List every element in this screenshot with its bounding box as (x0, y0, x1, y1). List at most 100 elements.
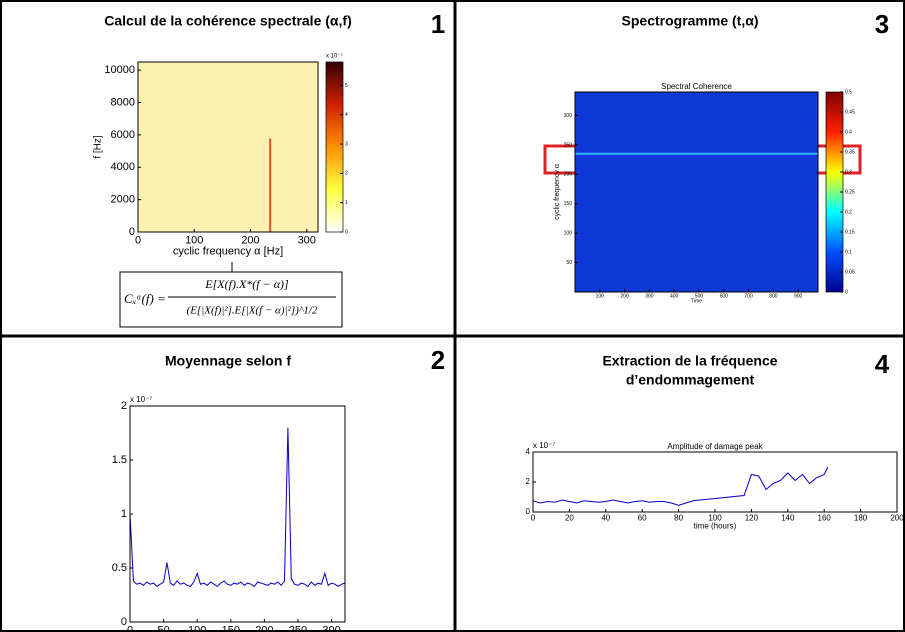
y-tick-label: 1 (121, 508, 127, 520)
colorbar (325, 61, 344, 233)
y-tick-label: 200 (564, 172, 573, 178)
y-tick-label: 50 (566, 260, 572, 266)
panel-number: 4 (875, 349, 890, 379)
axes-box (137, 61, 319, 233)
y-tick-label: 4000 (111, 161, 135, 173)
colorbar-label: 3 (345, 141, 348, 147)
chart-title: Amplitude of damage peak (667, 442, 763, 451)
line-series (532, 466, 829, 506)
axes-box (574, 91, 819, 293)
y-tick-label: 8000 (111, 96, 135, 108)
y-tick-label: 2000 (111, 194, 135, 206)
colorbar-label: 0.35 (845, 149, 855, 155)
y-tick-label: 0 (121, 616, 127, 628)
y-tick-label: 0.5 (112, 562, 127, 574)
y-exponent: x 10⁻⁷ (533, 441, 555, 450)
x-tick-label: 400 (670, 293, 679, 299)
x-axis-label: cyclic frequency α [Hz] (173, 246, 283, 258)
panel-title: Extraction de la fréquence (602, 353, 777, 369)
x-tick-label: 100 (188, 625, 206, 632)
x-tick-label: 180 (854, 514, 868, 523)
x-tick-label: 20 (565, 514, 574, 523)
x-tick-label: 0 (127, 625, 133, 632)
heatmap-field (575, 92, 818, 292)
y-tick-label: 4 (526, 447, 531, 456)
y-tick-label: 2 (121, 400, 127, 412)
x-tick-label: 0 (531, 514, 536, 523)
chart-title: Spectral Coherence (661, 82, 732, 91)
colorbar-label: 0.5 (845, 89, 852, 95)
colorbar-label: 0.4 (845, 129, 852, 135)
y-tick-label: 10000 (104, 64, 135, 76)
x-tick-label: 100 (596, 293, 605, 299)
y-exponent: x 10⁻⁷ (130, 395, 152, 404)
colorbar-label: 0.2 (845, 209, 852, 215)
colorbar-label: 0.25 (845, 189, 855, 195)
panel-number: 3 (875, 9, 889, 39)
panel-title: Calcul de la cohérence spectrale (α,f) (104, 13, 351, 29)
x-tick-label: 250 (289, 625, 307, 632)
x-tick-label: 200 (890, 514, 904, 523)
x-tick-label: 200 (255, 625, 273, 632)
x-tick-label: 500 (695, 293, 704, 299)
y-axis-label: cyclic frequency α (554, 164, 561, 220)
colorbar-label: 1 (345, 200, 348, 206)
colorbar-label: 0.15 (845, 229, 855, 235)
panel-number: 1 (431, 9, 445, 39)
heatmap-field (138, 62, 318, 232)
colorbar-label: 0 (345, 229, 348, 235)
x-tick-label: 800 (769, 293, 778, 299)
x-tick-label: 80 (674, 514, 683, 523)
plot-area (130, 406, 345, 622)
colorbar-label: 0 (845, 289, 848, 295)
panel-title: Moyennage selon f (165, 353, 291, 369)
colorbar-label: 5 (345, 83, 348, 89)
x-tick-label: 700 (744, 293, 753, 299)
colorbar-exponent: x 10⁻⁷ (326, 53, 343, 60)
colorbar-label: 0.3 (845, 169, 852, 175)
x-tick-label: 150 (222, 625, 240, 632)
formula-box (119, 271, 343, 328)
plot-area (533, 452, 897, 512)
y-tick-label: 6000 (111, 129, 135, 141)
panel-title: d’endommagement (626, 372, 755, 388)
x-tick-label: 300 (645, 293, 654, 299)
x-tick-label: 600 (720, 293, 729, 299)
colorbar-label: 4 (345, 112, 348, 118)
colorbar-label: 2 (345, 171, 348, 177)
x-tick-label: 160 (818, 514, 832, 523)
line-series (129, 427, 346, 588)
x-tick-label: 200 (241, 235, 259, 247)
y-axis-label: f [Hz] (93, 135, 104, 159)
x-axis-label: time (hours) (694, 522, 737, 531)
y-tick-label: 0 (129, 226, 135, 238)
panel-title: Spectrogramme (t,α) (622, 13, 759, 29)
formula: (E[|X(f)|²].E[|X(f − α)|²])^1/2 (187, 305, 318, 317)
x-tick-label: 100 (708, 514, 722, 523)
formula: Cₓᵅ(f) = (124, 291, 166, 306)
colorbar-label: 0.45 (845, 109, 855, 115)
formula: E[X(f).X*(f − α)] (204, 277, 289, 291)
y-tick-label: 100 (564, 231, 573, 237)
colorbar-label: 0.1 (845, 249, 852, 255)
x-tick-label: 140 (781, 514, 795, 523)
y-tick-label: 1.5 (112, 454, 127, 466)
y-tick-label: 2 (526, 477, 531, 486)
y-tick-label: 250 (564, 142, 573, 148)
x-tick-label: 60 (638, 514, 647, 523)
x-tick-label: 200 (620, 293, 629, 299)
y-tick-label: 0 (526, 507, 531, 516)
x-tick-label: 40 (601, 514, 610, 523)
x-tick-label: 900 (794, 293, 803, 299)
x-tick-label: 0 (135, 235, 141, 247)
x-axis-label: Time (691, 298, 702, 304)
x-tick-label: 50 (157, 625, 169, 632)
panel-number: 2 (431, 345, 445, 375)
x-tick-label: 300 (322, 625, 340, 632)
colorbar-label: 0.05 (845, 269, 855, 275)
y-tick-label: 300 (564, 113, 573, 119)
x-tick-label: 100 (185, 235, 203, 247)
x-tick-label: 300 (298, 235, 316, 247)
